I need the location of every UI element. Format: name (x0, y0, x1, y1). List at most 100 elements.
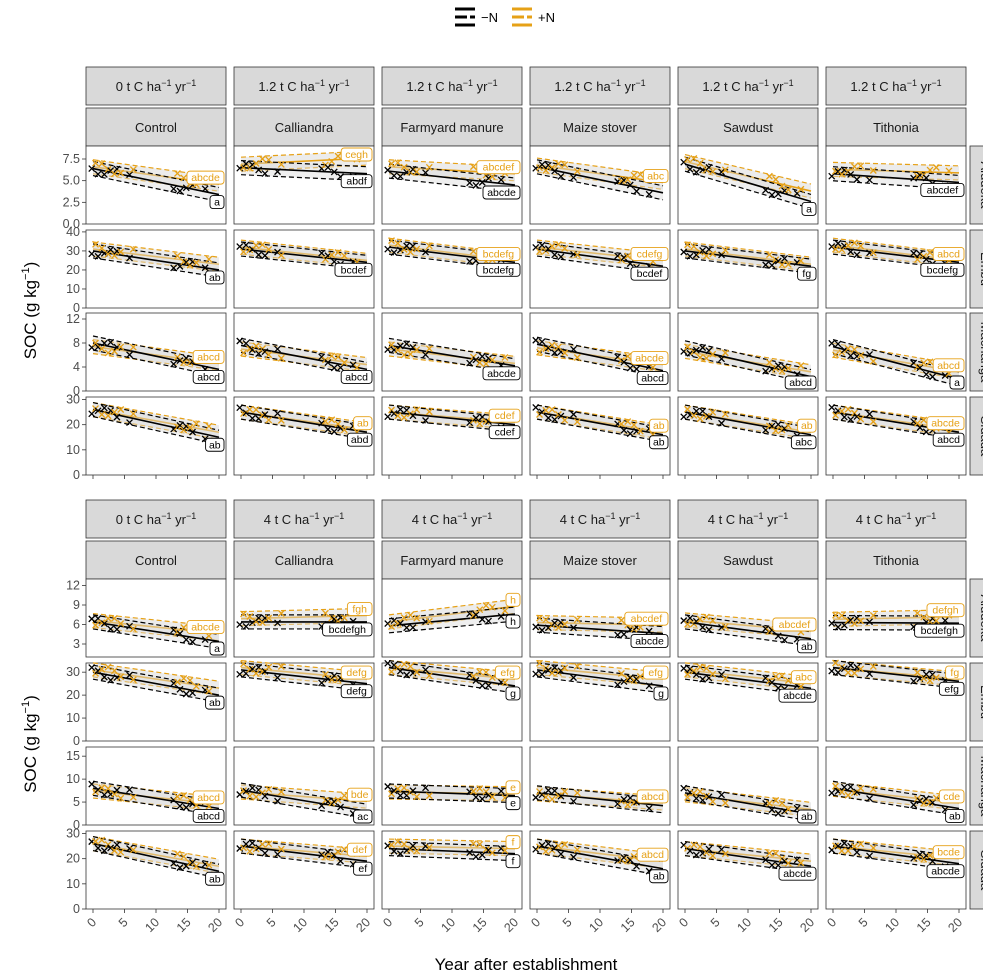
facet-panel: ab abc (677, 396, 819, 479)
data-point (248, 619, 256, 627)
rate-strip-label: 1.2 t C ha−1 yr−1 (850, 78, 941, 94)
data-point (636, 673, 644, 680)
data-point (337, 803, 344, 811)
tag-box (505, 835, 521, 850)
tag-box (340, 147, 373, 162)
site-strip: Sidada (969, 830, 983, 910)
tag-box (778, 688, 817, 703)
facet-panel: ab abd (233, 396, 375, 479)
treatment-strip-label: Tithonia (873, 120, 920, 135)
x-tick-label: 10 (882, 915, 902, 935)
data-point (850, 620, 858, 628)
tag-label: ab (801, 811, 813, 823)
data-point (781, 363, 788, 371)
rate-strip-bg (381, 66, 523, 106)
tag-label: abc (795, 437, 812, 449)
data-point (476, 606, 484, 614)
significance-tag: abcd (340, 369, 373, 384)
data-point (765, 251, 773, 259)
trend-line (832, 172, 960, 184)
tag-label: bcdefg (483, 248, 515, 260)
data-point (466, 359, 474, 367)
data-point (573, 167, 581, 175)
data-point (869, 167, 877, 174)
data-point (113, 841, 121, 849)
trend-line (240, 248, 368, 264)
rate-sup: −1 (907, 78, 917, 88)
data-point (910, 418, 918, 426)
treatment-strip-label: Control (135, 553, 177, 568)
tag-box (649, 435, 669, 450)
x-tick-label: 0 (676, 915, 691, 930)
data-point (916, 424, 924, 432)
data-point (850, 345, 858, 353)
data-point (832, 411, 839, 419)
data-point (721, 349, 729, 357)
data-point (838, 612, 846, 620)
data-point (488, 674, 496, 681)
data-point (784, 677, 792, 685)
data-point (626, 181, 634, 189)
data-point (277, 416, 285, 424)
data-point (403, 624, 411, 632)
data-point (328, 676, 336, 684)
data-point (340, 614, 348, 622)
data-point (857, 242, 865, 250)
data-point (932, 794, 940, 802)
data-point (844, 345, 852, 353)
significance-tag: ab (205, 437, 225, 452)
data-point (718, 355, 725, 363)
data-point (466, 179, 474, 187)
ci-upper-line (388, 674, 516, 694)
x-tick-label: 5 (560, 915, 575, 930)
x-tick-label: 15 (322, 915, 342, 935)
tag-label: bcdef (637, 268, 663, 280)
tag-label: cegh (345, 149, 368, 161)
data-point (240, 248, 247, 256)
significance-tag: abcde (778, 866, 817, 881)
data-point (485, 617, 492, 625)
significance-tag: abd (346, 432, 373, 447)
facet-panel: abcd bcdefg (825, 229, 967, 309)
significance-tag: a (949, 375, 965, 390)
tag-label: efg (648, 667, 663, 679)
data-point (409, 624, 417, 632)
data-point (554, 343, 562, 351)
data-point (129, 166, 137, 173)
data-point (869, 249, 877, 257)
data-point (255, 251, 263, 259)
tag-box (790, 435, 817, 450)
data-point (548, 242, 556, 250)
data-point (866, 410, 873, 418)
data-point (850, 409, 858, 417)
data-point (699, 675, 707, 683)
rate-strip-bg (677, 499, 819, 539)
treatment-strip-label: Maize stover (563, 553, 637, 568)
tag-label: abdf (346, 176, 367, 188)
data-point (916, 797, 924, 805)
significance-tag: abcd (636, 789, 669, 804)
y-tick-label: 40 (66, 225, 80, 239)
tag-label: ab (801, 641, 813, 653)
data-point (394, 412, 402, 420)
data-point (828, 172, 836, 180)
rate-sup: −1 (186, 78, 196, 88)
ci-lower-line (240, 607, 368, 613)
x-tick-label: 0 (824, 915, 839, 930)
tag-label: abcd (789, 377, 812, 389)
trend-line (832, 168, 960, 174)
facet-panel: ab 0 5 10 15 20 (84, 830, 227, 935)
facet-panel: efg g (529, 659, 671, 742)
ci-lower-line (684, 840, 812, 860)
treatment-strip-bg (529, 540, 671, 580)
data-point (778, 672, 786, 680)
data-point (913, 419, 921, 427)
significance-tag: def (346, 842, 373, 857)
tag-box (932, 845, 965, 860)
tag-box (494, 665, 521, 680)
data-point (334, 248, 342, 256)
rate-main: 0 t C ha (116, 512, 162, 527)
data-point (117, 169, 125, 177)
significance-tag: fgh (346, 601, 373, 616)
